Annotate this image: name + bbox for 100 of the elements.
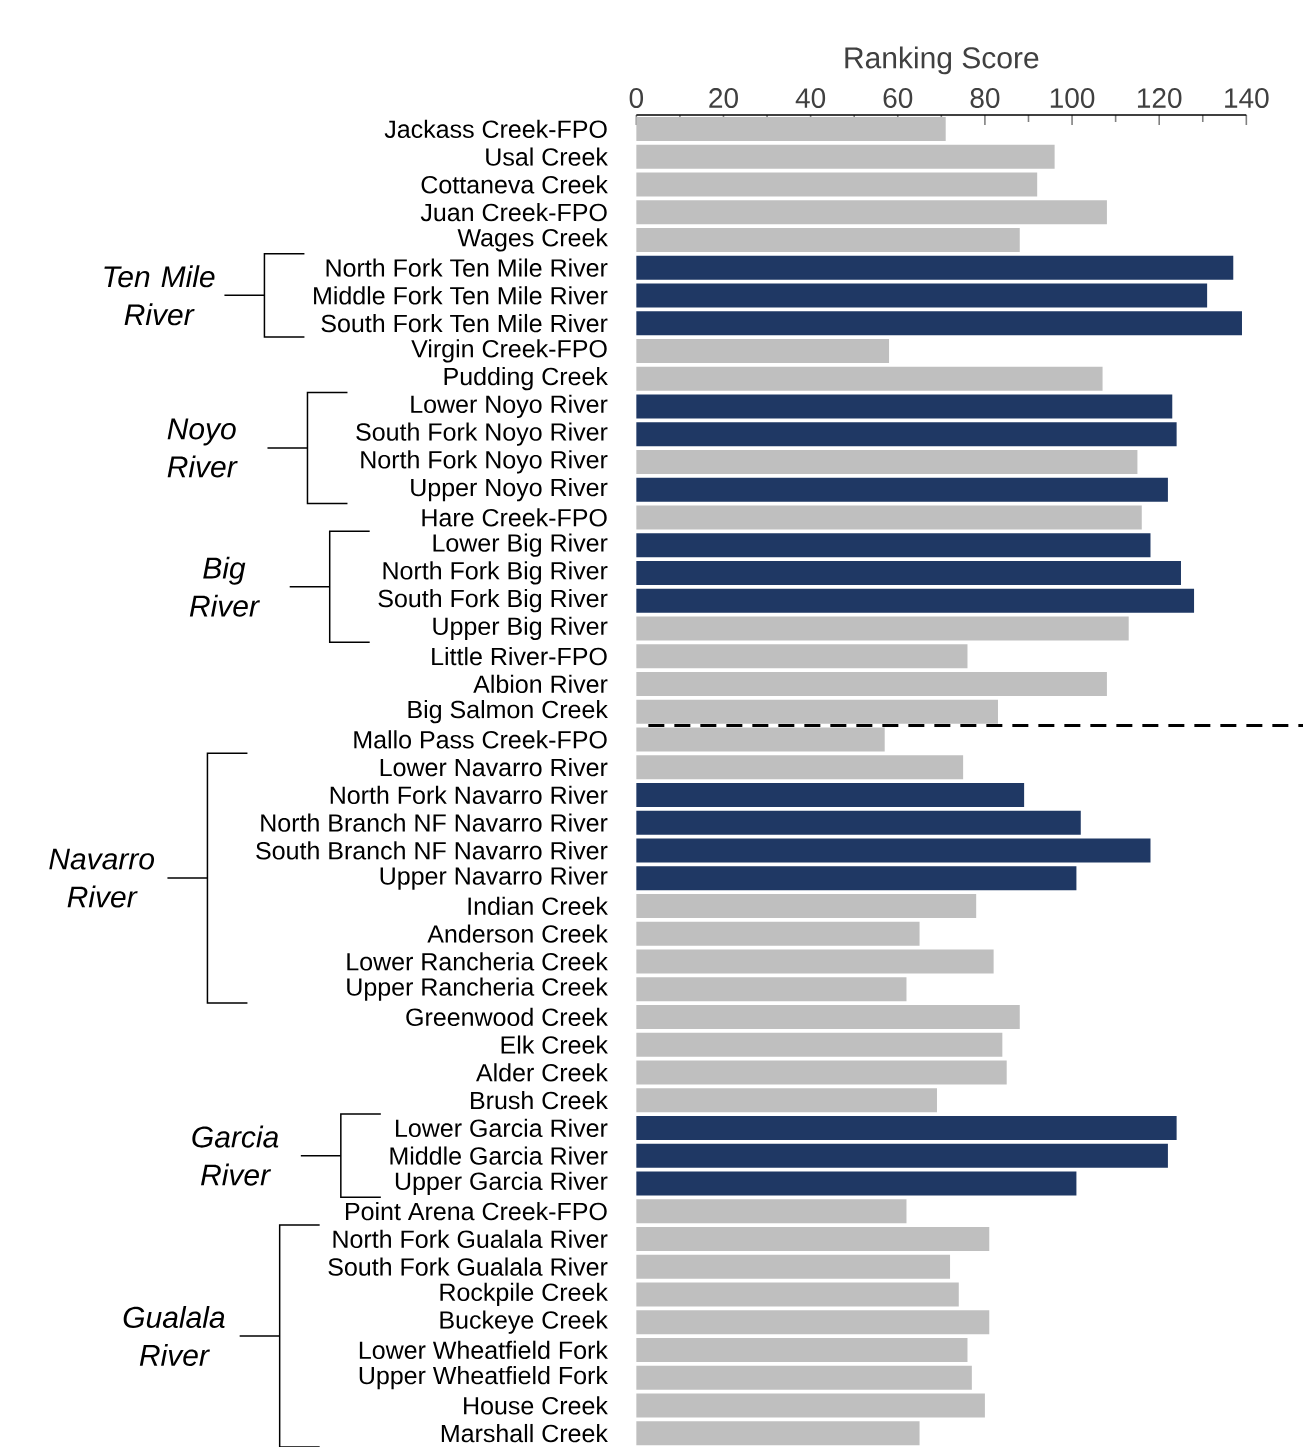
y-tick-label: Elk Creek — [501, 1035, 608, 1054]
y-tick-label: Greenwood Creek — [406, 1007, 608, 1027]
bar — [636, 422, 1177, 447]
bar — [636, 699, 998, 724]
bar — [636, 893, 977, 918]
y-tick-label: Upper Wheatfield Fork — [359, 1365, 608, 1390]
bar — [636, 200, 1107, 225]
bar — [636, 1254, 950, 1279]
y-tick-label: South Fork Gualala River — [328, 1257, 608, 1276]
bar — [636, 116, 946, 141]
bar — [636, 533, 1151, 558]
y-tick-label: Jackass Creek-FPO — [384, 119, 607, 139]
y-tick-label: Hare Creek-FPO — [422, 508, 607, 527]
bar — [636, 449, 1138, 474]
y-tick-label: North Fork Gualala River — [333, 1229, 608, 1249]
bar — [636, 1143, 1168, 1168]
bar — [636, 1337, 968, 1362]
bar — [636, 1060, 1007, 1085]
y-tick-label: Lower Wheatfield Fork — [359, 1340, 608, 1360]
bar — [636, 616, 1129, 641]
x-tick-label: 0 — [629, 88, 643, 108]
bar — [636, 144, 1055, 169]
bar — [636, 172, 1038, 197]
y-tick-label: Rockpile Creek — [440, 1282, 608, 1307]
y-tick-label: Mallo Pass Creek-FPO — [354, 730, 607, 749]
bar — [636, 866, 1077, 891]
bar — [636, 755, 963, 780]
y-tick-label: Upper Rancheria Creek — [347, 977, 608, 1001]
y-tick-label: Middle Garcia River — [390, 1146, 608, 1165]
bar — [636, 671, 1107, 696]
bar — [636, 477, 1168, 502]
bar — [636, 560, 1181, 585]
y-tick-label: Alder Creek — [475, 1063, 608, 1082]
y-tick-label: North Fork Navarro River — [330, 785, 608, 805]
bar — [636, 810, 1081, 835]
y-tick-label: Brush Creek — [470, 1090, 608, 1110]
text: Ten Mile River — [104, 265, 215, 326]
bar — [636, 1115, 1177, 1140]
bar — [636, 1282, 959, 1307]
x-tick-label: 140 — [1224, 88, 1269, 108]
bar — [636, 1421, 920, 1446]
y-tick-label: House Creek — [463, 1396, 608, 1415]
bar — [636, 644, 968, 669]
bar — [636, 227, 1020, 252]
y-tick-label: Wages Creek — [457, 228, 608, 252]
y-tick-label: Cottaneva Creek — [421, 175, 608, 194]
text: Navarro River — [49, 848, 154, 908]
y-tick-label: North Fork Noyo River — [361, 450, 608, 474]
y-tick-label: Upper Garcia River — [395, 1171, 608, 1196]
text: Gualala River — [123, 1305, 225, 1366]
bar — [636, 1032, 1003, 1057]
y-tick-label: Upper Navarro River — [380, 866, 608, 890]
y-tick-label: Anderson Creek — [427, 924, 608, 943]
bar — [636, 727, 885, 752]
y-tick-label: Lower Rancheria Creek — [347, 952, 608, 971]
bar — [636, 921, 920, 946]
bar — [636, 505, 1142, 530]
x-tick-label: 40 — [795, 88, 825, 108]
bar — [636, 838, 1151, 863]
y-tick-label: Lower Noyo River — [411, 394, 608, 419]
y-tick-label: North Fork Ten Mile River — [326, 258, 608, 277]
y-tick-label: Albion River — [473, 674, 608, 694]
y-tick-label: Lower Navarro River — [380, 757, 608, 777]
y-tick-label: South Fork Noyo River — [356, 422, 608, 446]
x-tick-label: 120 — [1137, 88, 1182, 108]
text: Garcia River — [192, 1125, 279, 1186]
bar — [636, 1171, 1077, 1196]
text: Noyo River — [167, 418, 238, 478]
y-tick-label: North Branch NF Navarro River — [261, 813, 608, 832]
y-tick-label: Upper Noyo River — [411, 477, 608, 502]
bar — [636, 1004, 1020, 1029]
bar — [636, 338, 889, 363]
bar — [636, 1199, 907, 1224]
bar — [636, 1365, 972, 1390]
x-tick-label: 80 — [970, 88, 1000, 108]
y-tick-label: Buckeye Creek — [440, 1310, 608, 1334]
x-tick-label: 100 — [1050, 88, 1095, 108]
bar — [636, 949, 994, 974]
y-tick-label: Lower Big River — [433, 533, 608, 557]
y-tick-label: South Fork Ten Mile River — [321, 313, 608, 333]
x-tick-label: 60 — [883, 88, 913, 108]
bar — [636, 366, 1103, 391]
bar — [636, 283, 1207, 308]
bar — [636, 782, 1024, 807]
y-tick-label: Point Arena Creek-FPO — [345, 1201, 607, 1221]
bar — [636, 311, 1242, 336]
bar — [636, 1310, 990, 1335]
y-tick-label: South Fork Big River — [378, 588, 608, 613]
y-tick-label: Virgin Creek-FPO — [411, 339, 607, 363]
bar — [636, 977, 907, 1002]
y-tick-label: Big Salmon Creek — [408, 699, 608, 724]
y-tick-label: Marshall Creek — [441, 1423, 608, 1443]
text: Big River — [189, 556, 260, 617]
x-axis-title: Ranking Score — [845, 46, 1039, 75]
x-tick-label: 20 — [709, 88, 738, 108]
bar — [636, 255, 1234, 280]
y-tick-label: North Fork Big River — [383, 561, 608, 585]
bar — [636, 588, 1194, 613]
bar — [636, 1088, 937, 1113]
y-tick-label: Indian Creek — [468, 896, 608, 916]
